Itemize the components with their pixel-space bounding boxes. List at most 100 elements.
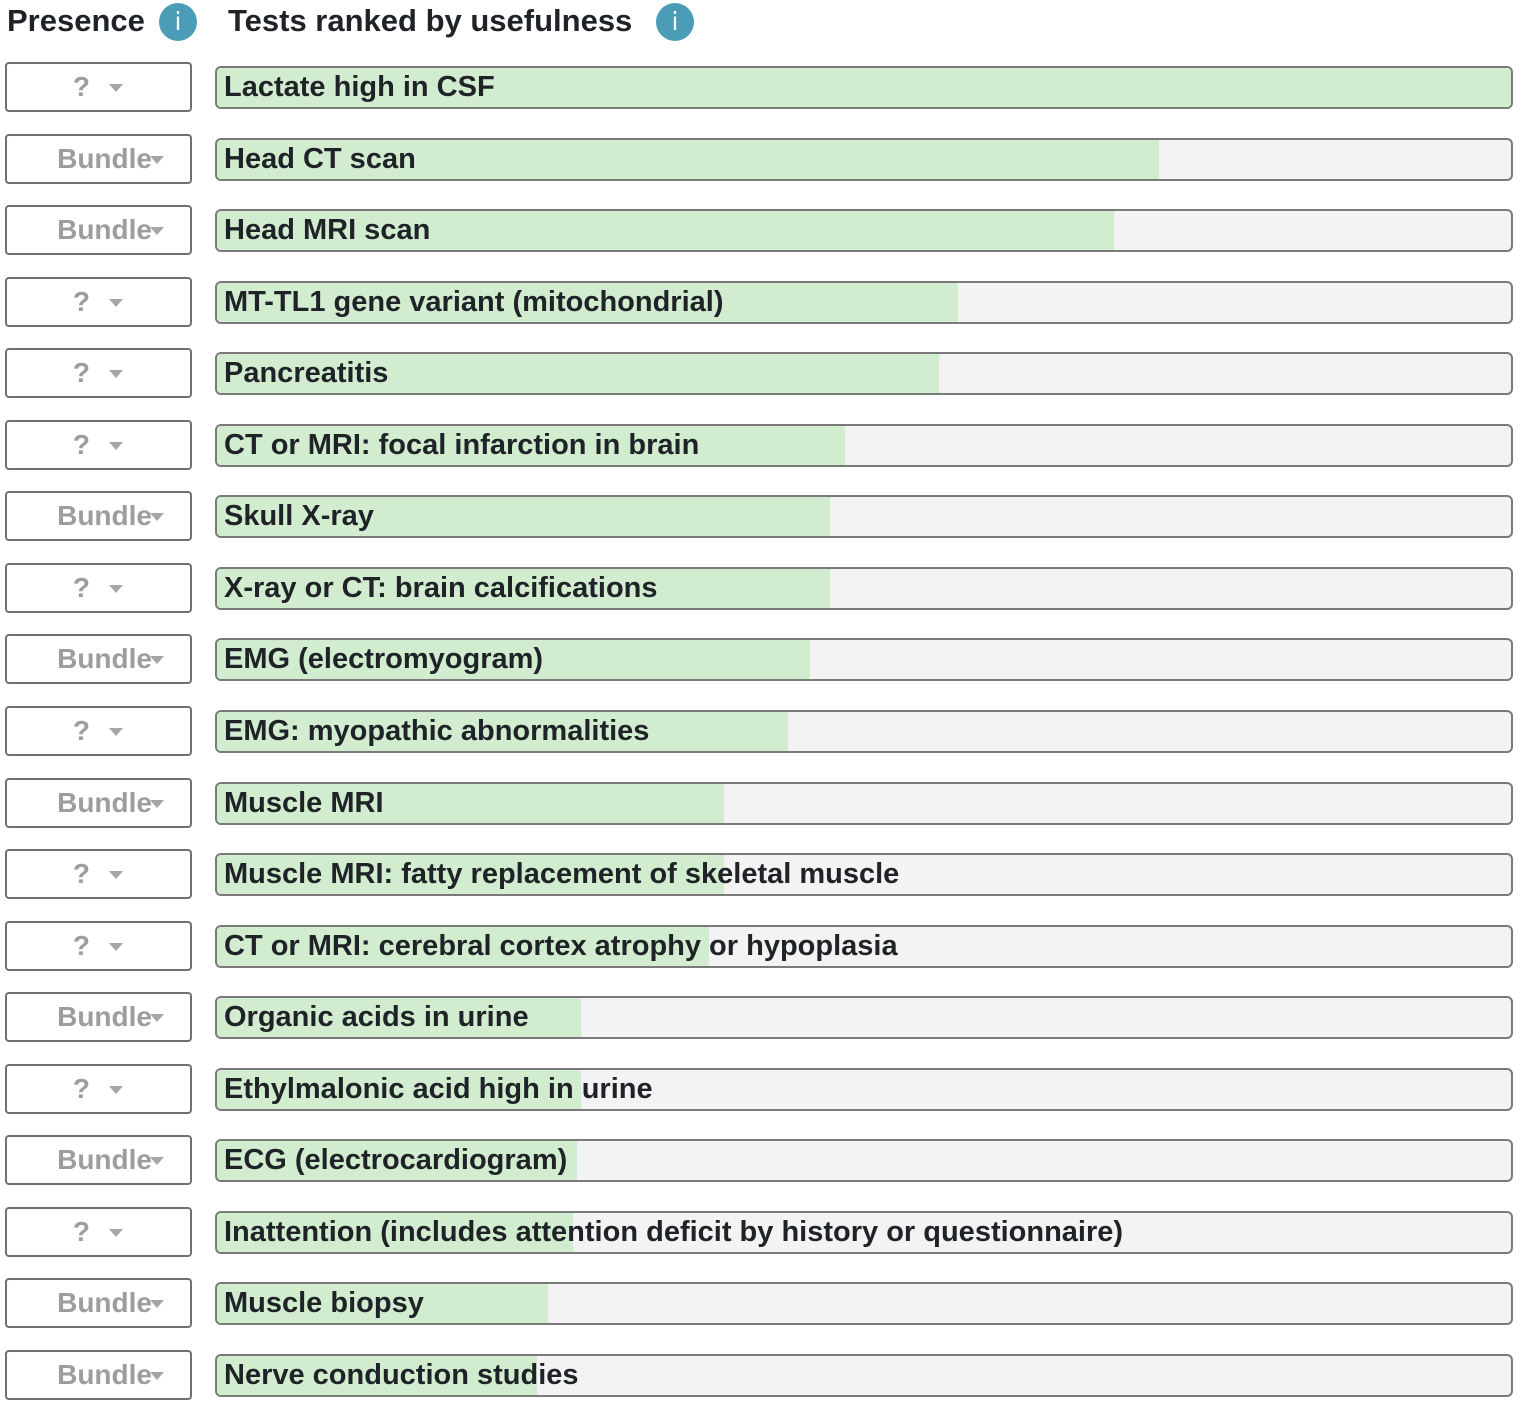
caret-down-icon — [150, 800, 164, 808]
test-name: Inattention (includes attention deficit … — [224, 1216, 1124, 1248]
test-name: Nerve conduction studies — [224, 1359, 579, 1391]
presence-dropdown-value: Bundle — [57, 1359, 152, 1390]
presence-dropdown[interactable]: Bundle — [5, 1135, 192, 1185]
presence-dropdown[interactable]: Bundle — [5, 491, 192, 541]
test-usefulness-bar[interactable]: CT or MRI: focal infarction in brain — [215, 424, 1513, 467]
presence-dropdown-value: Bundle — [57, 1287, 152, 1318]
test-name: Muscle biopsy — [224, 1287, 424, 1319]
test-usefulness-bar[interactable]: Head CT scan — [215, 138, 1513, 181]
presence-dropdown[interactable]: Bundle — [5, 1350, 192, 1400]
test-usefulness-bar[interactable]: Nerve conduction studies — [215, 1354, 1513, 1397]
caret-down-icon — [109, 585, 123, 593]
presence-dropdown[interactable]: ? — [5, 348, 192, 398]
usefulness-fill — [217, 68, 1511, 107]
presence-dropdown[interactable]: ? — [5, 921, 192, 971]
test-usefulness-bar[interactable]: Head MRI scan — [215, 209, 1513, 252]
test-usefulness-bar[interactable]: Pancreatitis — [215, 352, 1513, 395]
presence-dropdown[interactable]: ? — [5, 277, 192, 327]
presence-dropdown[interactable]: ? — [5, 849, 192, 899]
usefulness-fill — [217, 927, 709, 966]
test-row: Bundle Muscle MRI — [0, 778, 1522, 832]
test-name: EMG: myopathic abnormalities — [224, 715, 650, 747]
test-row: ? Inattention (includes attention deficit… — [0, 1207, 1522, 1261]
test-name: Head MRI scan — [224, 214, 431, 246]
presence-dropdown[interactable]: Bundle — [5, 992, 192, 1042]
test-usefulness-bar[interactable]: EMG (electromyogram) — [215, 638, 1513, 681]
caret-down-icon — [150, 1372, 164, 1380]
presence-dropdown[interactable]: Bundle — [5, 634, 192, 684]
presence-dropdown-value: ? — [72, 429, 90, 460]
test-row: ? X-ray or CT: brain calcifications — [0, 563, 1522, 617]
test-usefulness-bar[interactable]: Lactate high in CSF — [215, 66, 1513, 109]
test-row: ? CT or MRI: focal infarction in brain — [0, 420, 1522, 474]
test-usefulness-bar[interactable]: CT or MRI: cerebral cortex atrophy or hy… — [215, 925, 1513, 968]
usefulness-fill — [217, 211, 1114, 250]
test-name: Muscle MRI: fatty replacement of skeleta… — [224, 858, 900, 890]
test-usefulness-bar[interactable]: Muscle biopsy — [215, 1282, 1513, 1325]
presence-dropdown[interactable]: Bundle — [5, 205, 192, 255]
usefulness-fill — [217, 1284, 549, 1323]
presence-dropdown[interactable]: ? — [5, 706, 192, 756]
presence-dropdown[interactable]: ? — [5, 563, 192, 613]
tests-column-title: Tests ranked by usefulness — [228, 3, 633, 38]
test-usefulness-bar[interactable]: Skull X-ray — [215, 495, 1513, 538]
presence-dropdown-value: Bundle — [57, 787, 152, 818]
test-name: CT or MRI: cerebral cortex atrophy or hy… — [224, 930, 898, 962]
presence-dropdown[interactable]: ? — [5, 420, 192, 470]
test-name: Muscle MRI — [224, 787, 384, 819]
usefulness-fill — [217, 998, 581, 1037]
test-usefulness-bar[interactable]: MT-TL1 gene variant (mitochondrial) — [215, 281, 1513, 324]
usefulness-fill — [217, 569, 831, 608]
presence-dropdown-value: Bundle — [57, 1144, 152, 1175]
usefulness-fill — [217, 1356, 537, 1395]
test-usefulness-bar[interactable]: Organic acids in urine — [215, 996, 1513, 1039]
presence-dropdown[interactable]: Bundle — [5, 1278, 192, 1328]
test-row: Bundle Nerve conduction studies — [0, 1350, 1522, 1404]
caret-down-icon — [109, 728, 123, 736]
test-usefulness-bar[interactable]: Inattention (includes attention deficit … — [215, 1211, 1513, 1254]
presence-dropdown-value: ? — [72, 357, 90, 388]
test-row: Bundle Skull X-ray — [0, 491, 1522, 545]
test-row: ? Lactate high in CSF — [0, 62, 1522, 116]
presence-dropdown-value: Bundle — [57, 143, 152, 174]
caret-down-icon — [109, 1086, 123, 1094]
test-name: Skull X-ray — [224, 500, 374, 532]
caret-down-icon — [109, 871, 123, 879]
presence-dropdown-value: ? — [72, 286, 90, 317]
test-name: Organic acids in urine — [224, 1001, 529, 1033]
presence-dropdown[interactable]: ? — [5, 62, 192, 112]
caret-down-icon — [109, 84, 123, 92]
test-name: EMG (electromyogram) — [224, 643, 544, 675]
test-row: Bundle Muscle biopsy — [0, 1278, 1522, 1332]
test-name: X-ray or CT: brain calcifications — [224, 572, 658, 604]
usefulness-fill — [217, 497, 831, 536]
presence-dropdown[interactable]: ? — [5, 1207, 192, 1257]
test-row: Bundle Head CT scan — [0, 134, 1522, 188]
presence-dropdown[interactable]: ? — [5, 1064, 192, 1114]
test-usefulness-bar[interactable]: ECG (electrocardiogram) — [215, 1139, 1513, 1182]
test-usefulness-bar[interactable]: EMG: myopathic abnormalities — [215, 710, 1513, 753]
presence-dropdown[interactable]: Bundle — [5, 778, 192, 828]
test-name: Ethylmalonic acid high in urine — [224, 1073, 653, 1105]
test-usefulness-bar[interactable]: Ethylmalonic acid high in urine — [215, 1068, 1513, 1111]
caret-down-icon — [150, 656, 164, 664]
presence-dropdown-value: Bundle — [57, 643, 152, 674]
test-name: ECG (electrocardiogram) — [224, 1144, 568, 1176]
test-row: ? Muscle MRI: fatty replacement of skelet… — [0, 849, 1522, 903]
usefulness-fill — [217, 712, 788, 751]
test-name: CT or MRI: focal infarction in brain — [224, 429, 700, 461]
test-usefulness-bar[interactable]: Muscle MRI — [215, 782, 1513, 825]
usefulness-fill — [217, 426, 845, 465]
presence-dropdown-value: Bundle — [57, 214, 152, 245]
test-usefulness-bar[interactable]: X-ray or CT: brain calcifications — [215, 567, 1513, 610]
caret-down-icon — [109, 370, 123, 378]
presence-dropdown-value: ? — [72, 715, 90, 746]
tests-info-icon[interactable]: i — [656, 3, 694, 41]
presence-dropdown-value: ? — [72, 858, 90, 889]
presence-info-icon[interactable]: i — [159, 3, 197, 41]
test-usefulness-bar[interactable]: Muscle MRI: fatty replacement of skeleta… — [215, 853, 1513, 896]
caret-down-icon — [150, 156, 164, 164]
presence-dropdown[interactable]: Bundle — [5, 134, 192, 184]
test-row: ? MT-TL1 gene variant (mitochondrial) — [0, 277, 1522, 331]
caret-down-icon — [109, 442, 123, 450]
